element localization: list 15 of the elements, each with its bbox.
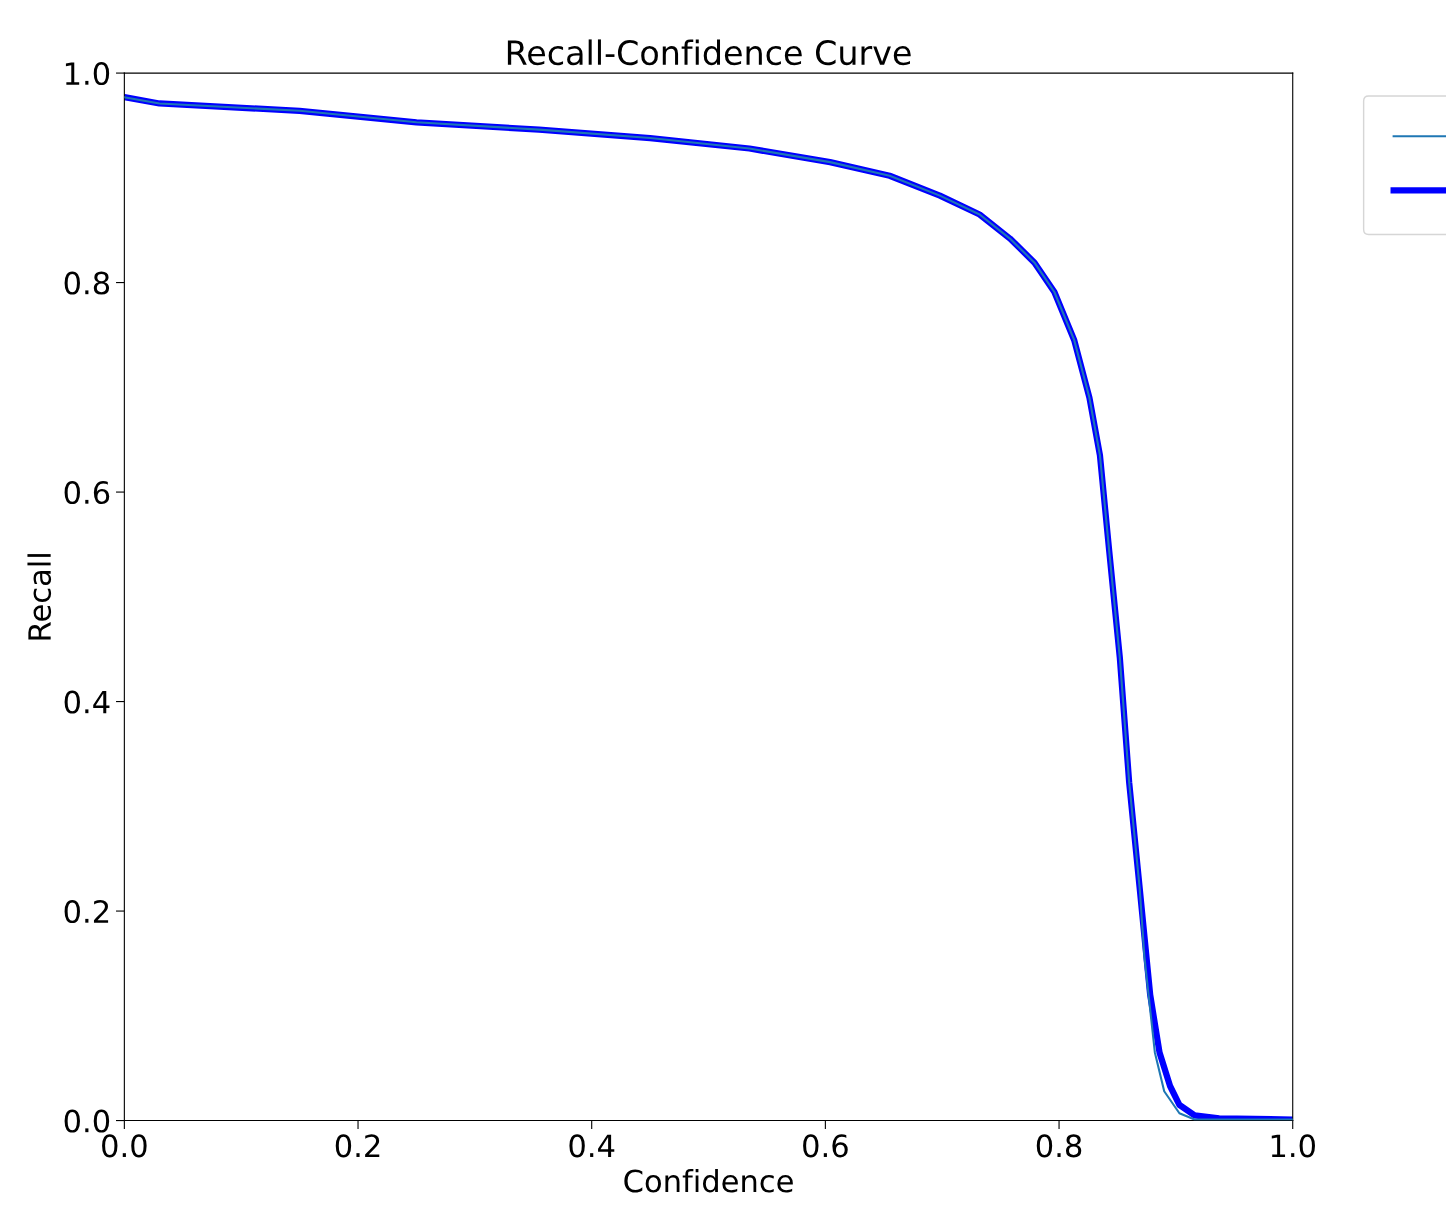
x-tick-label: 0.4 <box>569 1134 615 1158</box>
x-axis-title: Confidence <box>624 1168 793 1193</box>
y-tick-label: 0.4 <box>64 690 110 714</box>
y-tick-label: 0.8 <box>64 271 110 295</box>
y-axis-title: Recall <box>27 554 52 640</box>
y-tick-label: 0.2 <box>64 899 109 924</box>
x-tick-label: 0.2 <box>335 1134 380 1158</box>
x-tick-label: 0.0 <box>102 1134 147 1158</box>
y-tick-label: 0.0 <box>64 1109 110 1133</box>
y-tick-label: 1.0 <box>65 62 110 86</box>
x-tick-label: 1.0 <box>1271 1134 1315 1158</box>
chart-title: Recall-Confidence Curve <box>507 39 911 66</box>
x-tick-label: 0.6 <box>803 1134 848 1158</box>
y-tick-label: 0.6 <box>64 481 110 505</box>
x-tick-label: 0.8 <box>1036 1134 1082 1158</box>
